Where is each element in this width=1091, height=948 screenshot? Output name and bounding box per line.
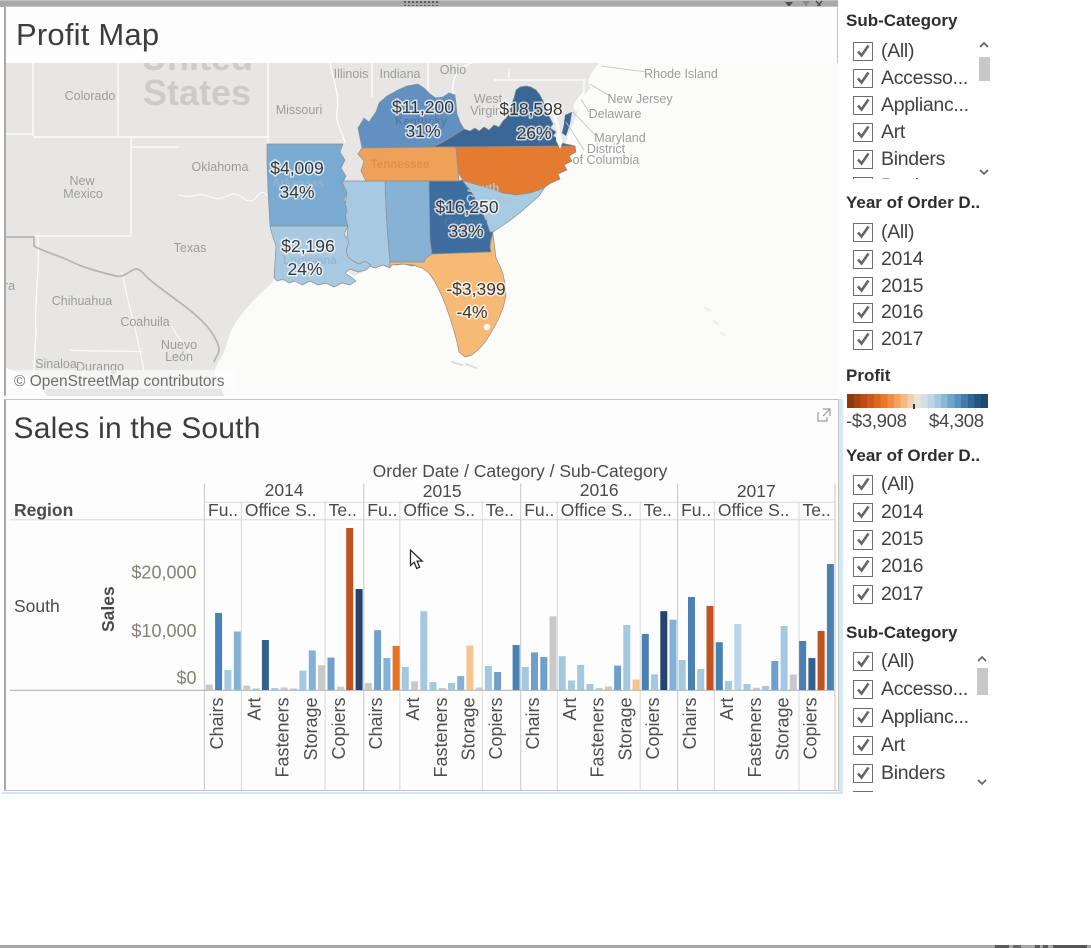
svg-text:Storage: Storage [458, 698, 478, 761]
svg-text:Coahuila: Coahuila [120, 315, 169, 329]
svg-text:Office S..: Office S.. [403, 500, 475, 520]
svg-text:Fu..: Fu.. [208, 500, 238, 520]
svg-text:León: León [165, 350, 193, 364]
svg-text:Ohio: Ohio [440, 63, 466, 77]
svg-text:Louisiana: Louisiana [283, 255, 337, 267]
svg-text:Missouri: Missouri [276, 103, 323, 117]
svg-text:States: States [143, 72, 251, 113]
svg-text:Chairs: Chairs [366, 698, 386, 750]
svg-text:Fasteners: Fasteners [588, 698, 608, 778]
svg-text:-$3,399: -$3,399 [446, 279, 505, 299]
svg-text:Copiers: Copiers [329, 698, 349, 760]
svg-text:Fu..: Fu.. [367, 500, 397, 520]
svg-text:Copiers: Copiers [800, 698, 820, 760]
svg-text:Storage: Storage [301, 698, 321, 761]
svg-text:$0: $0 [176, 668, 196, 688]
svg-text:Fasteners: Fasteners [273, 698, 293, 778]
svg-text:ora: ora [6, 279, 15, 293]
svg-text:Region: Region [14, 500, 73, 520]
svg-text:Storage: Storage [773, 698, 793, 761]
svg-text:Te..: Te.. [644, 500, 672, 520]
svg-text:Nuevo: Nuevo [161, 338, 197, 352]
svg-text:Delaware: Delaware [589, 107, 642, 121]
svg-text:Art: Art [717, 698, 737, 721]
svg-text:Chihuahua: Chihuahua [52, 294, 113, 308]
svg-text:Chairs: Chairs [523, 698, 543, 750]
svg-text:Te..: Te.. [329, 500, 357, 520]
svg-text:Chairs: Chairs [207, 698, 227, 750]
svg-text:$11,200: $11,200 [392, 97, 454, 117]
svg-text:Te..: Te.. [486, 500, 514, 520]
svg-text:34%: 34% [279, 182, 314, 202]
svg-text:Fasteners: Fasteners [745, 698, 765, 778]
svg-text:Chairs: Chairs [680, 698, 700, 750]
svg-text:of Columbia: of Columbia [573, 153, 640, 167]
svg-text:$16,250: $16,250 [435, 197, 499, 217]
svg-text:District: District [587, 142, 626, 156]
svg-text:Sales: Sales [98, 586, 118, 632]
svg-text:-4%: -4% [456, 302, 487, 322]
svg-text:$20,000: $20,000 [131, 563, 196, 583]
svg-text:Colorado: Colorado [65, 89, 116, 103]
svg-text:Art: Art [560, 698, 580, 721]
svg-text:Fu..: Fu.. [681, 500, 711, 520]
svg-text:2015: 2015 [423, 481, 462, 501]
svg-text:26%: 26% [516, 123, 551, 143]
svg-text:Art: Art [245, 698, 265, 721]
svg-text:Office S..: Office S.. [245, 500, 317, 520]
svg-text:Oklahoma: Oklahoma [192, 160, 249, 174]
svg-text:New Jersey: New Jersey [607, 92, 673, 106]
svg-text:$2,196: $2,196 [281, 236, 335, 256]
svg-text:Fu..: Fu.. [524, 500, 554, 520]
svg-text:Office S..: Office S.. [718, 500, 790, 520]
svg-text:Maryland: Maryland [594, 131, 645, 145]
svg-text:Copiers: Copiers [643, 698, 663, 760]
svg-text:Texas: Texas [174, 241, 207, 255]
svg-text:Carolina: Carolina [466, 194, 513, 206]
svg-text:2016: 2016 [580, 480, 619, 500]
svg-text:Art: Art [403, 698, 423, 721]
svg-text:$4,009: $4,009 [270, 158, 324, 178]
svg-text:Illinois: Illinois [334, 67, 369, 81]
svg-text:Rhode Island: Rhode Island [644, 67, 718, 81]
svg-text:Storage: Storage [615, 698, 635, 761]
svg-text:Te..: Te.. [803, 500, 831, 520]
svg-text:Office S..: Office S.. [561, 500, 633, 520]
svg-text:2014: 2014 [265, 480, 304, 500]
svg-text:Fasteners: Fasteners [431, 698, 451, 778]
svg-text:$18,598: $18,598 [499, 99, 562, 119]
svg-text:2017: 2017 [737, 481, 776, 501]
svg-text:South: South [14, 596, 60, 616]
svg-text:31%: 31% [405, 121, 440, 141]
svg-text:© OpenStreetMap contributors: © OpenStreetMap contributors [14, 373, 225, 390]
svg-text:New: New [69, 174, 95, 188]
svg-text:South: South [467, 183, 500, 195]
svg-text:United: United [141, 63, 253, 78]
svg-text:Indiana: Indiana [379, 67, 420, 81]
svg-text:Georgia: Georgia [444, 217, 488, 229]
svg-text:Sinaloa: Sinaloa [35, 357, 77, 371]
svg-text:$10,000: $10,000 [131, 621, 196, 641]
svg-text:33%: 33% [448, 221, 483, 241]
svg-text:Tennessee: Tennessee [371, 159, 430, 171]
svg-text:24%: 24% [287, 259, 322, 279]
svg-text:Mexico: Mexico [63, 187, 103, 201]
svg-text:Order Date / Category / Su: Order Date / Category / Sub-Category [373, 461, 668, 481]
svg-text:West: West [474, 92, 503, 106]
svg-text:Kentucky: Kentucky [395, 116, 447, 128]
svg-text:Arkansas: Arkansas [272, 178, 324, 190]
svg-text:Virginia: Virginia [470, 104, 512, 118]
svg-text:Copiers: Copiers [486, 698, 506, 760]
